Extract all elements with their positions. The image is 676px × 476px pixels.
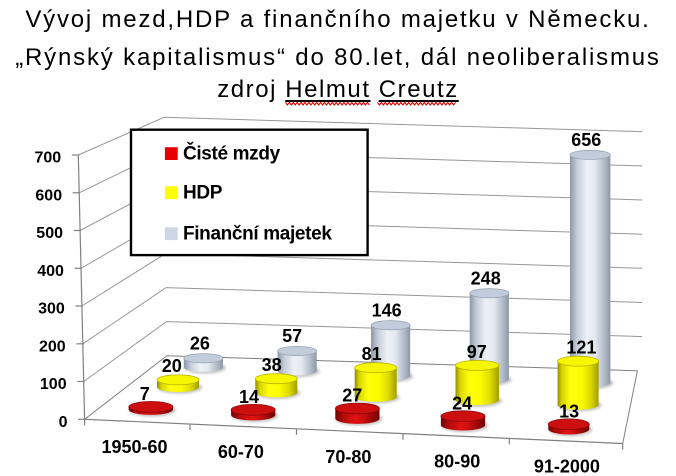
svg-text:300: 300	[38, 301, 65, 318]
svg-text:100: 100	[40, 376, 67, 393]
svg-text:400: 400	[37, 263, 64, 280]
svg-text:27: 27	[342, 386, 362, 406]
svg-text:700: 700	[34, 150, 61, 167]
svg-text:600: 600	[35, 187, 62, 204]
svg-text:97: 97	[467, 342, 487, 362]
svg-text:200: 200	[39, 338, 66, 355]
svg-text:60-70: 60-70	[218, 442, 264, 462]
svg-text:38: 38	[262, 355, 282, 375]
svg-text:Finanční majetek: Finanční majetek	[183, 224, 332, 245]
svg-text:70-80: 70-80	[325, 447, 371, 467]
svg-text:121: 121	[566, 338, 596, 358]
svg-text:80-90: 80-90	[434, 452, 480, 472]
svg-text:13: 13	[559, 401, 579, 421]
svg-text:146: 146	[372, 300, 402, 320]
svg-text:248: 248	[471, 268, 501, 288]
svg-text:24: 24	[452, 393, 472, 413]
svg-text:1950-60: 1950-60	[101, 437, 167, 457]
svg-text:14: 14	[239, 387, 259, 407]
svg-text:HDP: HDP	[183, 183, 223, 204]
svg-text:57: 57	[282, 326, 302, 346]
svg-text:656: 656	[571, 130, 601, 150]
svg-text:91-2000: 91-2000	[534, 457, 600, 476]
svg-text:20: 20	[162, 356, 182, 376]
svg-text:Čisté mzdy: Čisté mzdy	[183, 143, 281, 165]
svg-text:26: 26	[190, 333, 210, 353]
svg-text:0: 0	[59, 414, 68, 431]
svg-text:7: 7	[140, 384, 150, 404]
svg-text:500: 500	[36, 225, 63, 242]
svg-text:81: 81	[362, 344, 382, 364]
